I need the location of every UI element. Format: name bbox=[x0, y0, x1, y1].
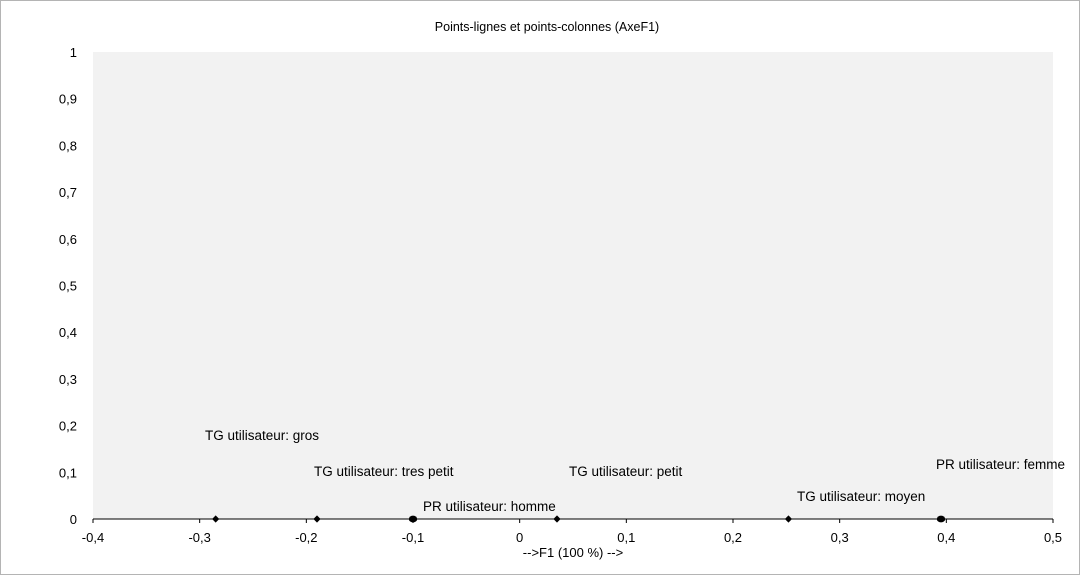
chart-title: Points-lignes et points-colonnes (AxeF1) bbox=[435, 20, 659, 34]
y-tick-label: 0,8 bbox=[59, 138, 77, 153]
data-point-diamond bbox=[313, 515, 321, 523]
data-point-label: TG utilisateur: tres petit bbox=[314, 464, 454, 479]
x-tick-label: -0,1 bbox=[402, 530, 424, 545]
y-tick-label: 0,5 bbox=[59, 279, 77, 294]
data-point-diamond bbox=[553, 515, 561, 523]
data-point-label: PR utilisateur: homme bbox=[423, 499, 556, 514]
y-tick-label: 0,2 bbox=[59, 419, 77, 434]
point-labels: TG utilisateur: gros TG utilisateur: tres… bbox=[205, 428, 1065, 514]
plot-area bbox=[93, 52, 1053, 519]
data-point-label: TG utilisateur: petit bbox=[569, 464, 683, 479]
data-point-circle bbox=[408, 515, 418, 523]
x-tick-label: -0,2 bbox=[295, 530, 317, 545]
axes: -0,4 -0,3 -0,2 -0,1 0 0,1 0,2 0,3 0,4 0,5 0 0,1 0,2 0… bbox=[59, 45, 1062, 545]
x-tick-label: -0,3 bbox=[188, 530, 210, 545]
y-tick-label: 0,1 bbox=[59, 465, 77, 480]
data-point-diamond bbox=[784, 515, 793, 523]
marks bbox=[212, 515, 946, 523]
y-tick-label: 0,7 bbox=[59, 185, 77, 200]
data-point-circle bbox=[936, 515, 946, 523]
data-point-label: TG utilisateur: moyen bbox=[797, 489, 925, 504]
x-axis-title: -->F1 (100 %) --> bbox=[523, 545, 623, 560]
x-tick-label: 0,3 bbox=[831, 530, 849, 545]
x-tick-label: 0,4 bbox=[937, 530, 955, 545]
x-tick-label: 0,2 bbox=[724, 530, 742, 545]
data-point-label: PR utilisateur: femme bbox=[936, 457, 1065, 472]
data-point-label: TG utilisateur: gros bbox=[205, 428, 319, 443]
y-tick-label: 1 bbox=[70, 45, 77, 60]
x-tick-label: 0,1 bbox=[617, 530, 635, 545]
y-tick-label: 0,9 bbox=[59, 92, 77, 107]
data-point-diamond bbox=[212, 515, 220, 523]
y-tick-label: 0,4 bbox=[59, 325, 77, 340]
x-tick-label: 0 bbox=[516, 530, 523, 545]
x-tick-label: 0,5 bbox=[1044, 530, 1062, 545]
y-tick-label: 0 bbox=[70, 512, 77, 527]
y-tick-label: 0,3 bbox=[59, 372, 77, 387]
x-tick-label: -0,4 bbox=[82, 530, 104, 545]
y-tick-label: 0,6 bbox=[59, 232, 77, 247]
